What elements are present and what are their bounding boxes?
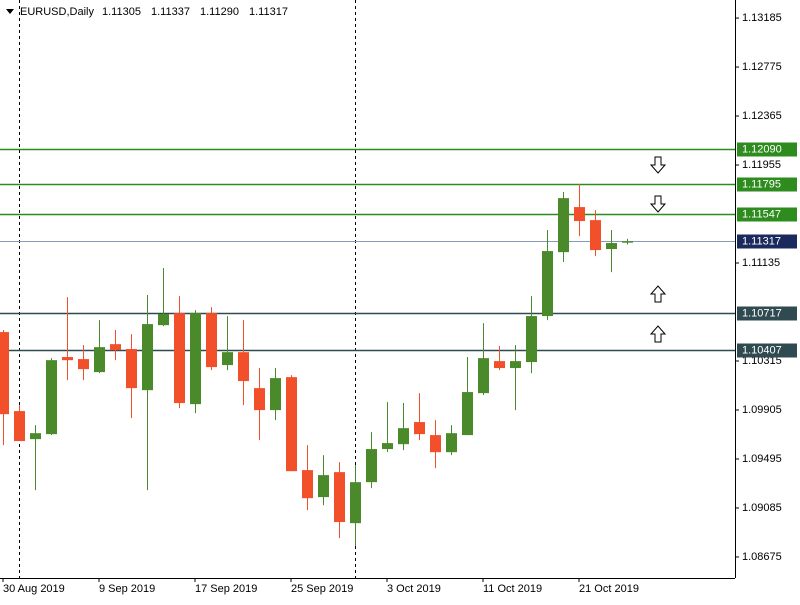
candle-body	[382, 443, 393, 450]
candle-body	[334, 472, 345, 523]
candle-body	[558, 198, 569, 253]
candle-body	[526, 316, 537, 363]
candle-body	[254, 388, 265, 411]
level-label: 1.10717	[742, 307, 782, 319]
ohlc-label: 1.11305	[102, 6, 141, 18]
level-label-box	[737, 234, 797, 249]
y-tick-label: 1.12775	[742, 61, 782, 73]
candle-body	[542, 251, 553, 317]
ohlc-label: 1.11317	[249, 6, 288, 18]
down-arrow	[649, 156, 667, 174]
level-label-box	[737, 142, 797, 157]
candle-body	[398, 428, 409, 445]
chart-title: EURUSD,Daily	[20, 6, 94, 18]
candle-body	[190, 313, 201, 405]
candle-body	[462, 392, 473, 436]
candle-body	[606, 243, 617, 250]
y-tick-label: 1.09905	[742, 404, 782, 416]
x-tick-label: 3 Oct 2019	[387, 583, 441, 595]
y-tick-label: 1.09495	[742, 453, 782, 465]
level-label: 1.11795	[742, 178, 781, 190]
arrow-icons	[649, 156, 667, 343]
level-label: 1.10407	[742, 344, 782, 356]
level-label-box	[737, 177, 797, 192]
candle-body	[430, 435, 441, 453]
candle-body	[174, 313, 185, 404]
x-tick-label: 25 Sep 2019	[291, 583, 353, 595]
x-tick-label: 17 Sep 2019	[195, 583, 257, 595]
y-tick-label: 1.11135	[742, 257, 780, 269]
up-arrow	[649, 285, 667, 303]
candle-body	[78, 359, 89, 370]
candle-body	[302, 470, 313, 499]
candle-body	[318, 475, 329, 498]
level-label-box	[737, 207, 797, 222]
x-tick-label: 30 Aug 2019	[3, 583, 65, 595]
candle-body	[622, 241, 633, 243]
level-label-box	[737, 343, 797, 358]
candle-body	[158, 314, 169, 326]
down-arrow	[649, 195, 667, 213]
ohlc-label: 1.11290	[200, 6, 239, 18]
up-arrow	[649, 325, 667, 343]
y-tick-label: 1.11955	[742, 159, 781, 171]
candle-body	[94, 347, 105, 373]
candle-body	[350, 482, 361, 524]
candle-body	[14, 411, 25, 442]
menu-triangle[interactable]	[6, 9, 14, 14]
candle-body	[126, 349, 137, 389]
candle-body	[510, 361, 521, 369]
candle-body	[0, 332, 9, 415]
candle-body	[62, 357, 73, 361]
candle-body	[110, 344, 121, 351]
x-tick-label: 21 Oct 2019	[579, 583, 639, 595]
y-tick-label: 1.12365	[742, 110, 782, 122]
level-label-box	[737, 306, 797, 321]
y-tick-label: 1.13185	[742, 12, 782, 24]
candle-body	[414, 422, 425, 435]
candle-body	[270, 378, 281, 411]
ohlc-label: 1.11337	[151, 6, 190, 18]
candle-body	[206, 313, 217, 368]
candle-body	[494, 361, 505, 369]
candle-body	[222, 352, 233, 366]
y-tick-label: 1.09085	[742, 502, 782, 514]
level-label: 1.12090	[742, 143, 782, 155]
candle-body	[366, 449, 377, 483]
x-tick-label: 11 Oct 2019	[483, 583, 542, 595]
candle-body	[590, 220, 601, 251]
candle-body	[478, 358, 489, 394]
candle-body	[574, 207, 585, 222]
y-tick-label: 1.08675	[742, 551, 782, 563]
candle-body	[30, 433, 41, 440]
candle-body	[142, 324, 153, 391]
candle-body	[446, 433, 457, 453]
candle-body	[46, 360, 57, 435]
level-label: 1.11317	[742, 235, 781, 247]
x-tick-label: 9 Sep 2019	[99, 583, 155, 595]
level-label: 1.11547	[742, 208, 781, 220]
y-tick-label: 1.10315	[742, 355, 782, 367]
candle-body	[238, 352, 249, 382]
candle-body	[286, 377, 297, 472]
